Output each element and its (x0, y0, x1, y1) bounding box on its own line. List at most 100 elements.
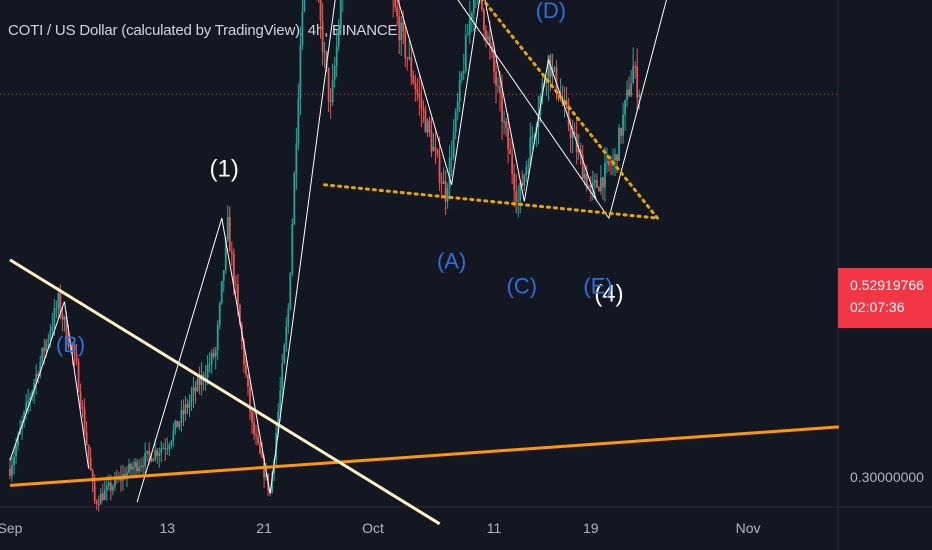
candle-body (283, 345, 286, 364)
candle-body (493, 52, 495, 72)
candle-body (37, 374, 40, 376)
candle-body (9, 468, 11, 476)
candle-body (251, 411, 253, 423)
candle-body (420, 97, 423, 109)
candle-body (593, 180, 596, 183)
candle-body (323, 51, 326, 53)
candle-body (507, 127, 510, 150)
candle-body (585, 173, 588, 189)
candle-body (234, 283, 237, 285)
candle-body (71, 343, 74, 352)
time-axis-label: Oct (362, 520, 384, 536)
candle-body (186, 404, 189, 408)
candle-body (529, 137, 532, 166)
candle-body (77, 361, 80, 392)
candle-body (632, 66, 635, 84)
candle-body (95, 501, 98, 504)
wave-label: (E) (583, 273, 612, 298)
candle-body (192, 387, 195, 395)
candle-body (218, 302, 221, 326)
candle-body (99, 493, 102, 505)
price-axis-label: 0.30000000 (850, 469, 924, 485)
candle-body (140, 465, 142, 468)
candle-body (198, 378, 201, 385)
candle-body (541, 82, 544, 96)
candle-body (595, 180, 598, 188)
candle-body (136, 462, 138, 472)
candle-body (495, 71, 497, 86)
candle-body (45, 341, 48, 352)
candle-body (436, 149, 439, 155)
candle-body (128, 464, 130, 473)
candle-body (545, 81, 548, 84)
candle-body (47, 338, 50, 342)
candle-body (156, 450, 159, 456)
candle-body (414, 83, 417, 90)
candle-body (210, 352, 213, 365)
candle-body (402, 22, 405, 32)
candle-body (497, 85, 499, 87)
candle-body (107, 482, 110, 486)
candle-body (394, 0, 397, 8)
candle-body (243, 341, 245, 365)
candle-body (253, 422, 255, 435)
candle-body (422, 108, 425, 111)
candle-body (154, 450, 157, 460)
candle-body (126, 472, 128, 479)
candle-body (335, 45, 338, 67)
candle-body (462, 70, 465, 74)
candle-body (604, 163, 606, 188)
candle-body (428, 120, 431, 132)
candle-body (517, 200, 520, 202)
candle-body (515, 190, 518, 202)
support-line (9, 425, 840, 487)
candle-body (174, 420, 177, 430)
wave-line (9, 301, 90, 469)
candle-body (620, 128, 622, 136)
candle-body (499, 85, 501, 94)
dotted-line (323, 183, 659, 220)
candle-body (295, 143, 298, 174)
wave-label: (D) (536, 0, 567, 23)
candle-body (589, 186, 592, 188)
candle-body (87, 444, 90, 458)
candle-body (606, 160, 608, 164)
wave-label: (1) (209, 155, 238, 182)
candle-body (329, 100, 332, 103)
candle-body (481, 0, 483, 10)
candle-body (29, 397, 32, 401)
candle-body (259, 443, 261, 454)
candle-body (23, 411, 26, 422)
candle-body (408, 57, 411, 59)
candle-body (291, 224, 294, 274)
candle-body (188, 401, 191, 408)
wave-label: (A) (437, 248, 466, 273)
candle-body (190, 394, 193, 402)
candle-body (178, 421, 181, 428)
candle-body (67, 338, 70, 347)
candle-body (81, 406, 84, 410)
candle-body (11, 465, 13, 476)
candle-body (176, 420, 179, 428)
candle-body (75, 354, 78, 362)
candle-body (442, 181, 445, 184)
candle-body (17, 434, 19, 446)
candle-body (583, 173, 586, 179)
candle-body (134, 462, 136, 467)
candle-body (261, 453, 263, 458)
candle-body (452, 132, 455, 158)
candle-body (339, 0, 342, 30)
candle-body (424, 110, 427, 133)
candle-body (113, 478, 116, 487)
candle-body (160, 448, 163, 453)
candle-body (224, 239, 227, 271)
candle-body (519, 182, 522, 201)
candle-body (194, 387, 197, 392)
candle-body (573, 132, 576, 134)
candle-body (184, 404, 187, 414)
candle-body (458, 79, 461, 102)
candle-body (547, 55, 550, 82)
candle-body (51, 326, 54, 332)
candle-body (61, 313, 64, 320)
